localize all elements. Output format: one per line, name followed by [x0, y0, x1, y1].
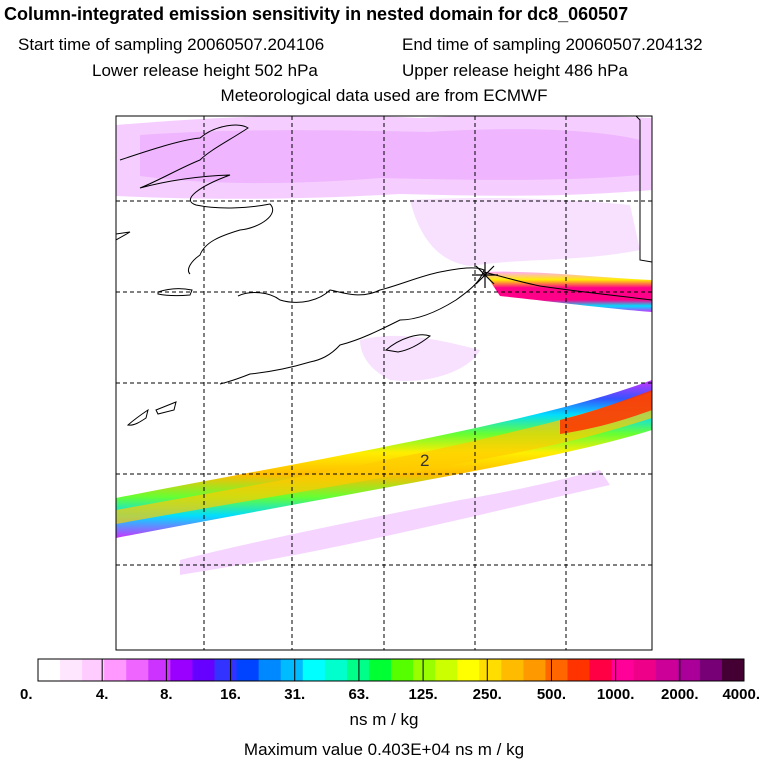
colorbar-swatch — [302, 659, 326, 681]
map-grid — [116, 116, 652, 650]
colorbar-swatch — [368, 659, 392, 681]
colorbar-swatch — [545, 659, 568, 681]
colorbar-swatch — [170, 659, 193, 681]
plot-frame — [115, 115, 653, 651]
colorbar-swatch — [192, 659, 215, 681]
colorbar-tick-label: 125. — [408, 686, 437, 703]
colorbar-swatch — [655, 659, 679, 681]
low-sensitivity-field — [116, 116, 652, 575]
colorbar-swatch — [567, 659, 591, 681]
release-point-marker — [472, 262, 498, 288]
colorbar-unit: ns m / kg — [349, 710, 419, 729]
colorbar-swatch — [633, 659, 657, 681]
colorbar-swatch — [82, 659, 105, 681]
met-data-label: Meteorological data used are from ECMWF — [220, 86, 548, 105]
map-area: 2 — [116, 116, 652, 650]
colorbar-swatch — [258, 659, 282, 681]
end-time-label: End time of sampling 20060507.204132 — [402, 35, 703, 54]
colorbar-swatch — [479, 659, 502, 681]
colorbar-tick-label: 8. — [160, 686, 173, 703]
upper-release-label: Upper release height 486 hPa — [402, 61, 628, 80]
colorbar-swatch — [104, 659, 127, 681]
colorbar-tick-label: 1000. — [597, 686, 635, 703]
colorbar-tick-label: 16. — [220, 686, 241, 703]
colorbar-tick-labels: 0. 4. 8. 16. 31. 63. 125. 250. 500. 1000. 2000. 400… — [20, 686, 760, 703]
colorbar-swatch — [214, 659, 238, 681]
contour-label: 2 — [420, 451, 429, 470]
colorbar-swatch — [677, 659, 701, 681]
colorbar-tick-label: 31. — [284, 686, 305, 703]
colorbar-swatch — [721, 659, 745, 681]
colorbar-tick-label: 4. — [96, 686, 109, 703]
colorbar-swatch — [457, 659, 480, 681]
colorbar-tick-label: 2000. — [661, 686, 699, 703]
lower-release-label: Lower release height 502 hPa — [92, 61, 318, 80]
chart-title: Column-integrated emission sensitivity i… — [4, 4, 629, 24]
colorbar-swatch — [611, 659, 635, 681]
start-time-label: Start time of sampling 20060507.204106 — [18, 35, 325, 54]
colorbar-swatch — [148, 659, 171, 681]
max-value-label: Maximum value 0.403E+04 ns m / kg — [243, 740, 525, 759]
colorbar-swatch — [280, 659, 304, 681]
colorbar-swatch — [523, 659, 546, 681]
colorbar-swatch — [391, 659, 414, 681]
colorbar-swatch — [126, 659, 149, 681]
colorbar-swatch — [236, 659, 260, 681]
colorbar-tick-label: 500. — [537, 686, 566, 703]
colorbar-tick-label: 63. — [348, 686, 369, 703]
colorbar-tick-label: 4000. — [722, 686, 760, 703]
coastlines — [116, 116, 652, 426]
colorbar — [37, 658, 745, 682]
colorbar-tick-label: 0. — [20, 686, 33, 703]
colorbar-swatch — [324, 659, 348, 681]
colorbar-swatch — [346, 659, 370, 681]
colorbar-swatch — [501, 659, 524, 681]
colorbar-swatch — [589, 659, 613, 681]
colorbar-swatch — [38, 659, 61, 681]
colorbar-tick-label: 250. — [473, 686, 502, 703]
colorbar-swatch — [60, 659, 83, 681]
colorbar-swatch — [699, 659, 723, 681]
colorbar-swatch — [435, 659, 458, 681]
colorbar-swatch — [413, 659, 436, 681]
